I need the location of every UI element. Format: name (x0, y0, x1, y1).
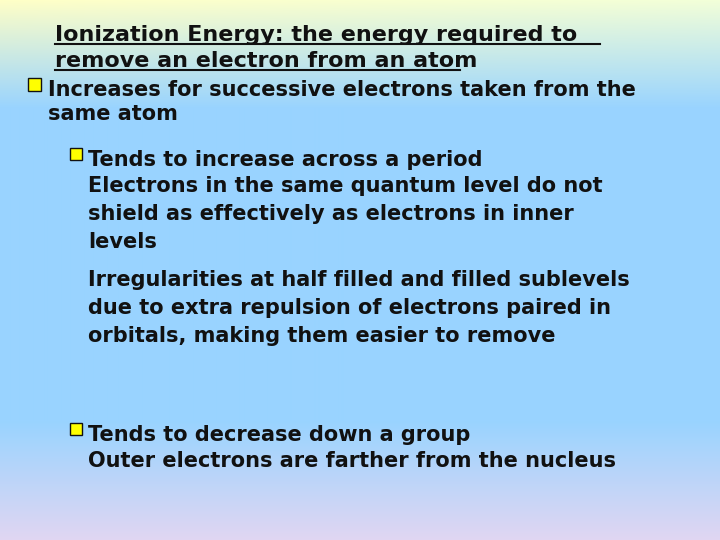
Text: Outer electrons are farther from the nucleus: Outer electrons are farther from the nuc… (88, 451, 616, 471)
Text: Irregularities at half filled and filled sublevels
due to extra repulsion of ele: Irregularities at half filled and filled… (88, 270, 630, 346)
Text: Tends to decrease down a group: Tends to decrease down a group (88, 425, 470, 445)
Text: Electrons in the same quantum level do not
shield as effectively as electrons in: Electrons in the same quantum level do n… (88, 176, 603, 252)
FancyBboxPatch shape (70, 148, 82, 160)
Text: Ionization Energy: the energy required to: Ionization Energy: the energy required t… (55, 25, 577, 45)
Text: remove an electron from an atom: remove an electron from an atom (55, 51, 477, 71)
FancyBboxPatch shape (28, 78, 41, 91)
Text: Tends to increase across a period: Tends to increase across a period (88, 150, 482, 170)
Text: same atom: same atom (48, 104, 178, 124)
FancyBboxPatch shape (70, 423, 82, 435)
Text: Increases for successive electrons taken from the: Increases for successive electrons taken… (48, 80, 636, 100)
